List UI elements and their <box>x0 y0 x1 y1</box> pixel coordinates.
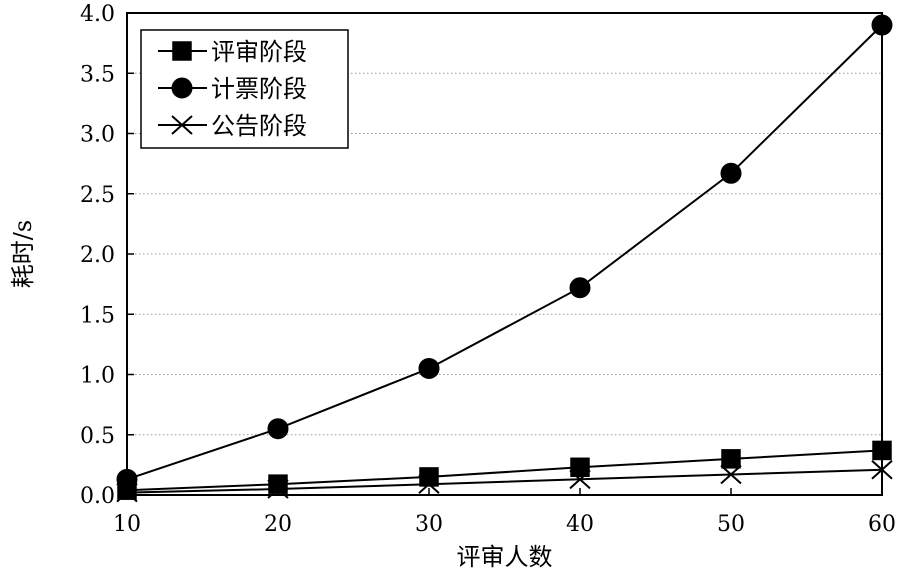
marker-stroke <box>267 479 289 499</box>
marker-stroke <box>569 469 591 490</box>
axis-ticks: 0.0 0.5 1.0 1.5 2.0 2.5 3.0 3.5 4.0 10 20 30 40 50 60 <box>80 2 896 537</box>
series-line-公告阶段 <box>126 468 883 494</box>
data-point-计票阶段 <box>116 468 138 490</box>
marker-stroke <box>116 482 138 503</box>
x-tick-label: 40 <box>566 512 594 537</box>
data-point-计票阶段 <box>418 357 440 379</box>
data-point-计票阶段 <box>171 77 193 99</box>
data-point-公告阶段 <box>720 464 742 485</box>
data-point-公告阶段 <box>267 479 289 499</box>
data-point-评审阶段 <box>721 449 741 469</box>
data-point-计票阶段 <box>569 277 591 299</box>
grid-lines <box>127 72 882 436</box>
data-point-评审阶段 <box>872 440 892 461</box>
y-tick-label: 2.5 <box>80 183 115 208</box>
data-point-评审阶段 <box>570 457 590 478</box>
data-point-计票阶段 <box>871 14 893 36</box>
series-公告阶段 <box>116 459 893 503</box>
legend-label: 评审阶段 <box>211 38 307 66</box>
y-axis-title: 耗时/s <box>9 220 37 288</box>
x-tick-label: 30 <box>415 512 443 537</box>
data-point-公告阶段 <box>418 474 440 494</box>
x-tick-label: 60 <box>868 512 896 537</box>
y-tick-label: 1.5 <box>80 303 115 328</box>
y-tick-label: 4.0 <box>80 2 115 27</box>
data-point-公告阶段 <box>569 469 591 490</box>
y-tick-label: 1.0 <box>80 364 115 389</box>
y-tick-label: 0.5 <box>80 424 115 449</box>
legend-label: 公告阶段 <box>211 112 307 140</box>
series-计票阶段 <box>116 14 893 490</box>
series-line-计票阶段 <box>126 24 883 481</box>
data-point-计票阶段 <box>267 418 289 440</box>
y-tick-label: 3.0 <box>80 123 115 148</box>
data-point-公告阶段 <box>116 482 138 503</box>
legend-entry: 公告阶段 <box>158 112 307 140</box>
marker-stroke <box>418 474 440 494</box>
marker-stroke <box>720 464 742 485</box>
legend-label: 计票阶段 <box>211 75 307 103</box>
x-tick-label: 50 <box>717 512 745 537</box>
marker-stroke <box>171 115 193 135</box>
data-point-公告阶段 <box>871 459 893 480</box>
y-tick-label: 0.0 <box>80 484 115 509</box>
x-axis-title: 评审人数 <box>457 543 553 571</box>
x-tick-label: 20 <box>264 512 292 537</box>
y-tick-label: 3.5 <box>80 62 115 87</box>
y-tick-label: 2.0 <box>80 243 115 268</box>
data-point-计票阶段 <box>720 162 742 184</box>
series-line-评审阶段 <box>126 449 883 492</box>
legend-entry: 计票阶段 <box>158 75 307 103</box>
data-point-公告阶段 <box>171 115 193 135</box>
marker-stroke <box>871 459 893 480</box>
data-point-评审阶段 <box>172 41 192 61</box>
legend-entry: 评审阶段 <box>158 38 307 66</box>
series-layer <box>116 14 893 503</box>
x-tick-label: 10 <box>113 512 141 537</box>
